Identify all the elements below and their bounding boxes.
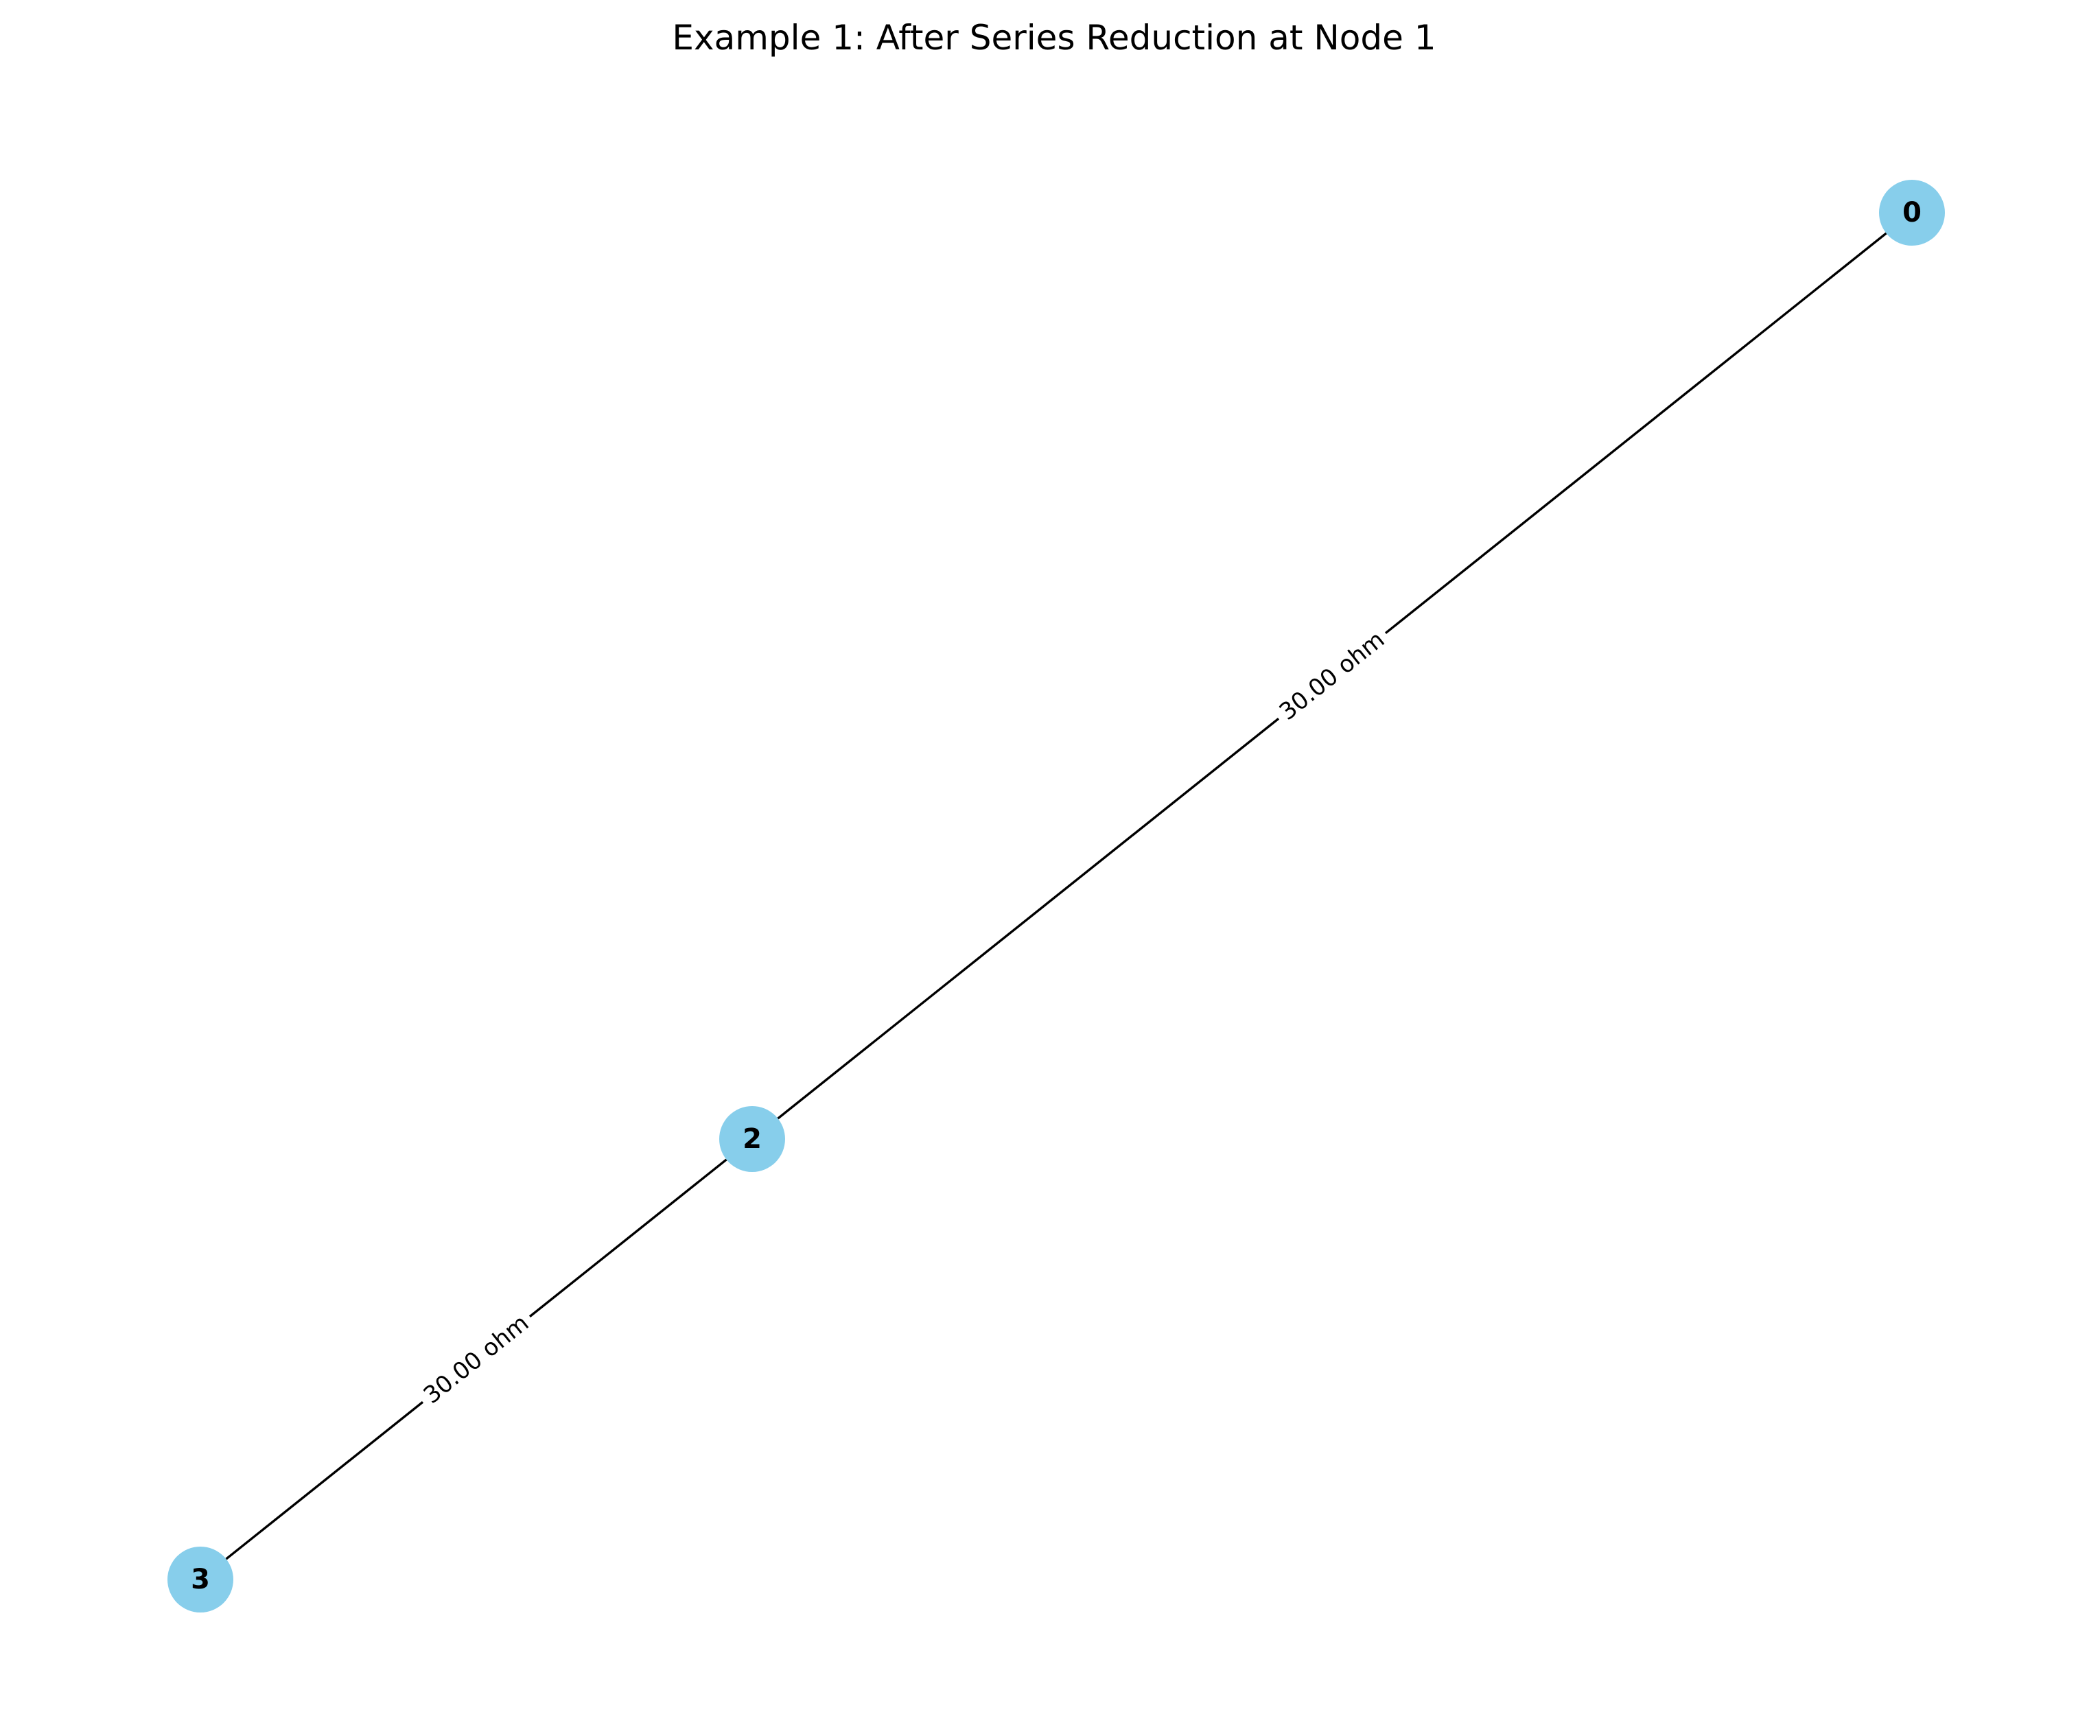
node-2 [719, 1106, 785, 1172]
edge-label-background [1268, 620, 1396, 732]
node-0 [1879, 180, 1945, 246]
node-label-3: 3 [191, 1564, 210, 1595]
edge-label-group-2-3: 30.00 ohm [412, 1303, 540, 1416]
edge-label-group-0-2: 30.00 ohm [1268, 620, 1396, 732]
node-label-2: 2 [743, 1123, 762, 1155]
edge-label-background [412, 1303, 540, 1416]
edge-label: 30.00 ohm [419, 1309, 534, 1409]
node-3 [167, 1547, 233, 1612]
edge-label: 30.00 ohm [1274, 626, 1390, 726]
figure-title: Example 1: After Series Reduction at Nod… [672, 18, 1436, 58]
nodes-layer: 0 2 3 [167, 180, 1945, 1612]
node-label-0: 0 [1902, 197, 1922, 228]
